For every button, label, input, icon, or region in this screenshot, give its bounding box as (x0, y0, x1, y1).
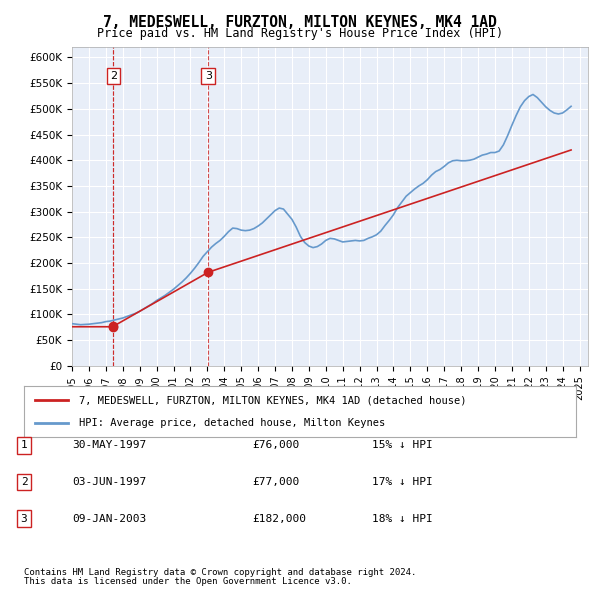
Text: This data is licensed under the Open Government Licence v3.0.: This data is licensed under the Open Gov… (24, 577, 352, 586)
Text: 15% ↓ HPI: 15% ↓ HPI (372, 441, 433, 450)
Text: 3: 3 (205, 71, 212, 81)
Text: 3: 3 (20, 514, 28, 523)
Text: £77,000: £77,000 (252, 477, 299, 487)
Text: 09-JAN-2003: 09-JAN-2003 (72, 514, 146, 523)
Text: 2: 2 (110, 71, 117, 81)
Text: £182,000: £182,000 (252, 514, 306, 523)
Text: HPI: Average price, detached house, Milton Keynes: HPI: Average price, detached house, Milt… (79, 418, 385, 428)
Text: 7, MEDESWELL, FURZTON, MILTON KEYNES, MK4 1AD: 7, MEDESWELL, FURZTON, MILTON KEYNES, MK… (103, 15, 497, 30)
Text: 03-JUN-1997: 03-JUN-1997 (72, 477, 146, 487)
Text: 2: 2 (20, 477, 28, 487)
Text: 7, MEDESWELL, FURZTON, MILTON KEYNES, MK4 1AD (detached house): 7, MEDESWELL, FURZTON, MILTON KEYNES, MK… (79, 395, 467, 405)
Text: Contains HM Land Registry data © Crown copyright and database right 2024.: Contains HM Land Registry data © Crown c… (24, 568, 416, 577)
Text: Price paid vs. HM Land Registry's House Price Index (HPI): Price paid vs. HM Land Registry's House … (97, 27, 503, 40)
Text: 18% ↓ HPI: 18% ↓ HPI (372, 514, 433, 523)
Text: £76,000: £76,000 (252, 441, 299, 450)
Text: 1: 1 (20, 441, 28, 450)
Text: 17% ↓ HPI: 17% ↓ HPI (372, 477, 433, 487)
Text: 30-MAY-1997: 30-MAY-1997 (72, 441, 146, 450)
